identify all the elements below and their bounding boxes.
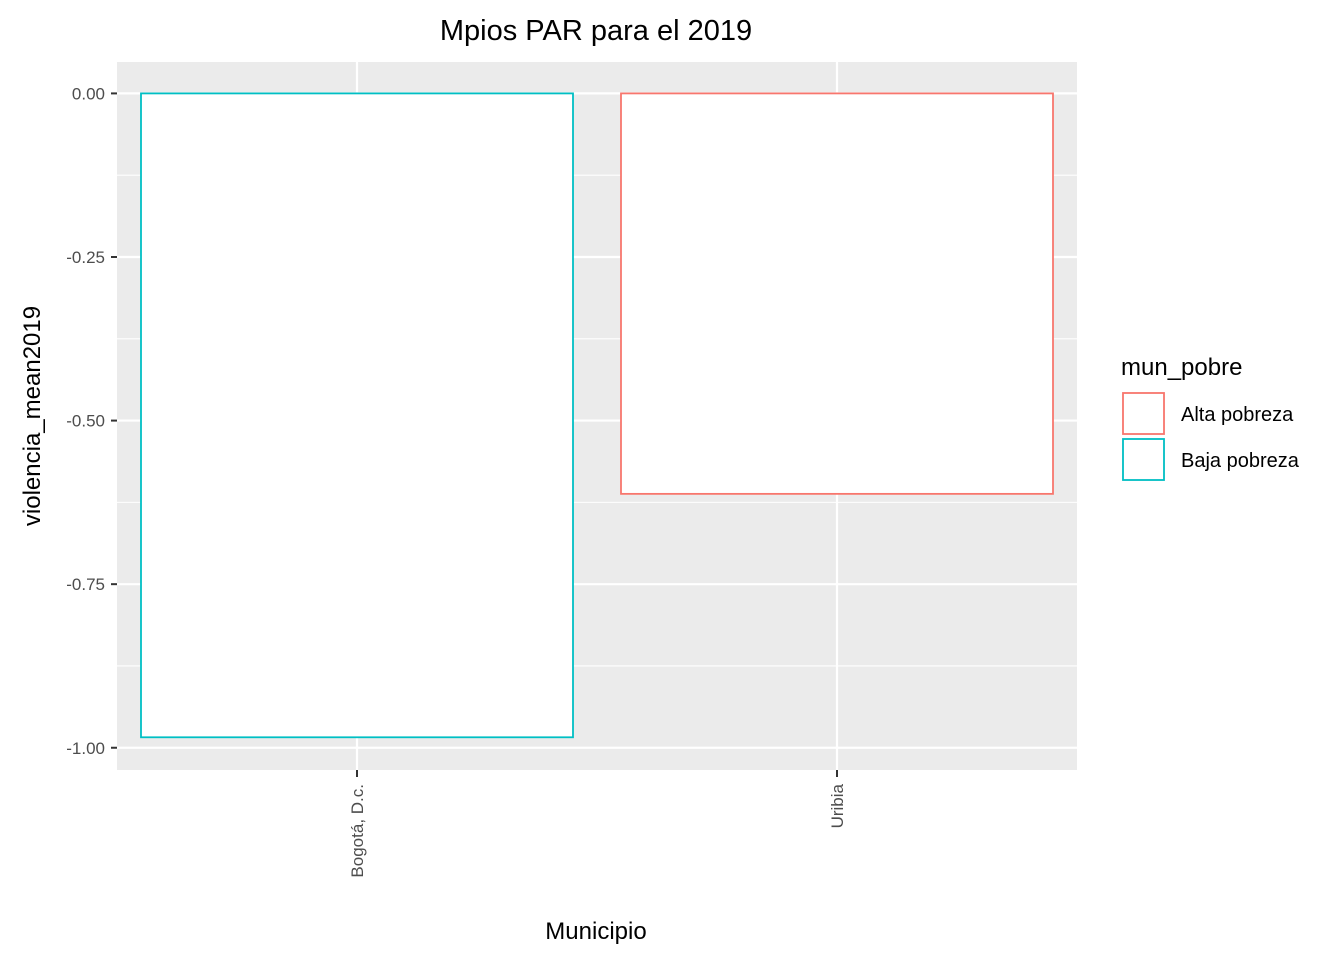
legend-label: Baja pobreza bbox=[1181, 450, 1300, 472]
chart-title: Mpios PAR para el 2019 bbox=[440, 15, 752, 47]
x-tick-label: Bogotá, D.c. bbox=[348, 784, 367, 878]
legend: mun_pobre Alta pobreza Baja pobreza bbox=[1121, 354, 1300, 481]
y-axis: 0.00 -0.25 -0.50 -0.75 -1.00 bbox=[66, 84, 117, 758]
x-tick-label: Uribia bbox=[828, 783, 847, 828]
legend-key bbox=[1122, 392, 1165, 435]
bar-0 bbox=[140, 92, 574, 739]
y-axis-title: violencia_mean2019 bbox=[19, 306, 46, 526]
bars bbox=[140, 92, 1054, 739]
legend-label: Alta pobreza bbox=[1181, 404, 1294, 426]
y-tick-label: 0.00 bbox=[72, 84, 105, 103]
x-axis: Bogotá, D.c. Uribia bbox=[348, 770, 847, 878]
y-tick-label: -0.75 bbox=[66, 575, 105, 594]
legend-key bbox=[1122, 438, 1165, 481]
legend-title: mun_pobre bbox=[1121, 354, 1242, 381]
y-tick-label: -0.25 bbox=[66, 248, 105, 267]
y-tick-label: -1.00 bbox=[66, 739, 105, 758]
y-tick-label: -0.50 bbox=[66, 412, 105, 431]
x-axis-title: Municipio bbox=[545, 918, 646, 945]
bar-1 bbox=[620, 92, 1054, 495]
